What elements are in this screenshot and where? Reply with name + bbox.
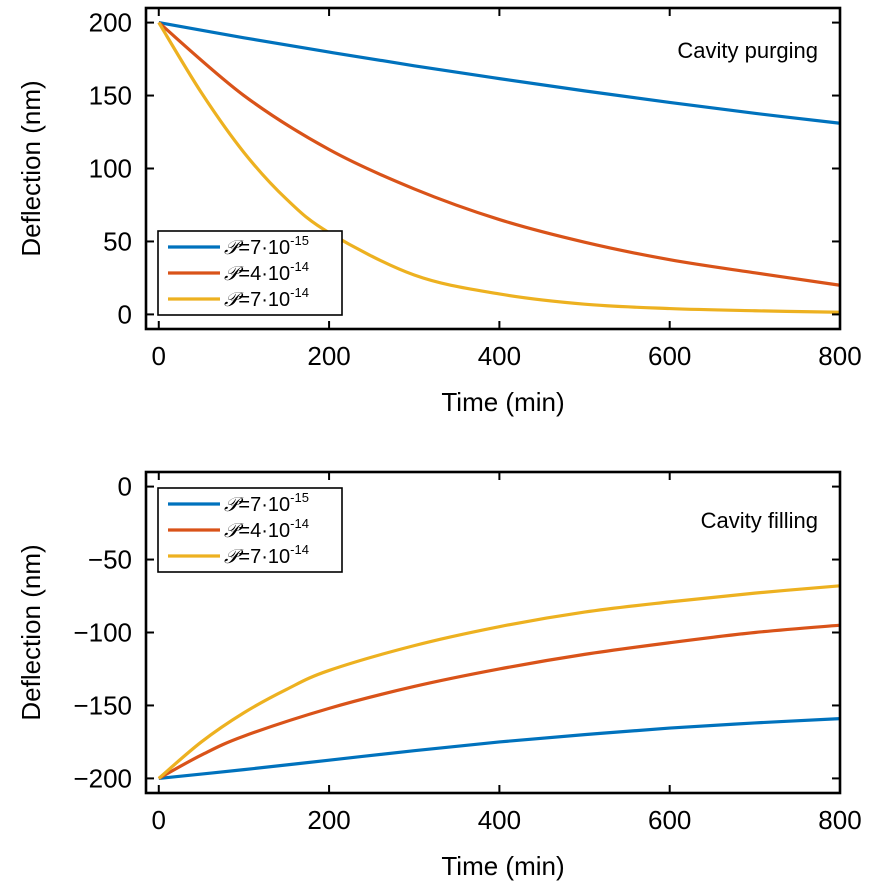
legend-value: =7·10	[238, 289, 290, 311]
legend-exponent: -15	[290, 490, 309, 505]
series-line-1	[158, 716, 841, 781]
legend-exponent: -14	[290, 516, 309, 531]
x-tick-label: 0	[152, 341, 166, 371]
x-tick-label: 800	[818, 805, 861, 835]
y-tick-label: 0	[118, 472, 132, 502]
series-line-3	[157, 21, 841, 314]
series-line-1	[158, 21, 841, 125]
legend: 𝒫=7·10-15𝒫=4·10-14𝒫=7·10-14	[157, 230, 343, 316]
series-line-3	[157, 584, 841, 780]
y-tick-label: −150	[73, 690, 132, 720]
legend-value: =7·10	[238, 494, 290, 516]
x-tick-label: 800	[818, 341, 861, 371]
legend-label-2: 𝒫=4·10-14	[224, 259, 309, 285]
y-axis-label: Deflection (nm)	[16, 80, 46, 256]
series-group	[157, 584, 841, 781]
annotation-text: Cavity filling	[701, 508, 818, 533]
legend-exponent: -14	[290, 259, 309, 274]
y-tick-label: 0	[118, 299, 132, 329]
legend-exponent: -15	[290, 233, 309, 248]
x-tick-label: 400	[478, 805, 521, 835]
x-tick-label: 600	[648, 341, 691, 371]
legend-exponent: -14	[290, 542, 309, 557]
y-tick-label: 100	[89, 154, 132, 184]
series-line-2	[157, 21, 841, 287]
annotation-text: Cavity purging	[677, 38, 818, 63]
legend: 𝒫=7·10-15𝒫=4·10-14𝒫=7·10-14	[157, 487, 343, 573]
x-tick-label: 200	[307, 341, 350, 371]
legend-label-3: 𝒫=7·10-14	[224, 285, 309, 311]
legend-label-3: 𝒫=7·10-14	[224, 542, 309, 568]
y-tick-label: 50	[103, 226, 132, 256]
legend-label-1: 𝒫=7·10-15	[224, 233, 309, 259]
y-tick-label: 150	[89, 81, 132, 111]
chart-purging: 0 200 400 600 800 0 50 100 150 200 Time (min) Defle…	[16, 6, 862, 417]
legend-exponent: -14	[290, 285, 309, 300]
legend-value: =4·10	[238, 520, 290, 542]
x-tick-label: 0	[152, 805, 166, 835]
x-tick-label: 200	[307, 805, 350, 835]
y-tick-label: 200	[89, 8, 132, 38]
series-line-2	[158, 623, 841, 780]
y-axis-label: Deflection (nm)	[16, 544, 46, 720]
y-tick-label: −50	[88, 545, 132, 575]
series-group	[157, 21, 841, 314]
y-tick-label: −200	[73, 763, 132, 793]
x-axis-label: Time (min)	[441, 851, 564, 881]
chart-filling: 0 200 400 600 800 0 −50 −100 −150 −200 Time (min) D…	[16, 470, 862, 881]
legend-value: =4·10	[238, 263, 290, 285]
legend-value: =7·10	[238, 546, 290, 568]
legend-label-1: 𝒫=7·10-15	[224, 490, 309, 516]
y-tick-label: −100	[73, 618, 132, 648]
legend-value: =7·10	[238, 237, 290, 259]
legend-label-2: 𝒫=4·10-14	[224, 516, 309, 542]
x-axis-label: Time (min)	[441, 387, 564, 417]
x-tick-label: 600	[648, 805, 691, 835]
x-tick-label: 400	[478, 341, 521, 371]
